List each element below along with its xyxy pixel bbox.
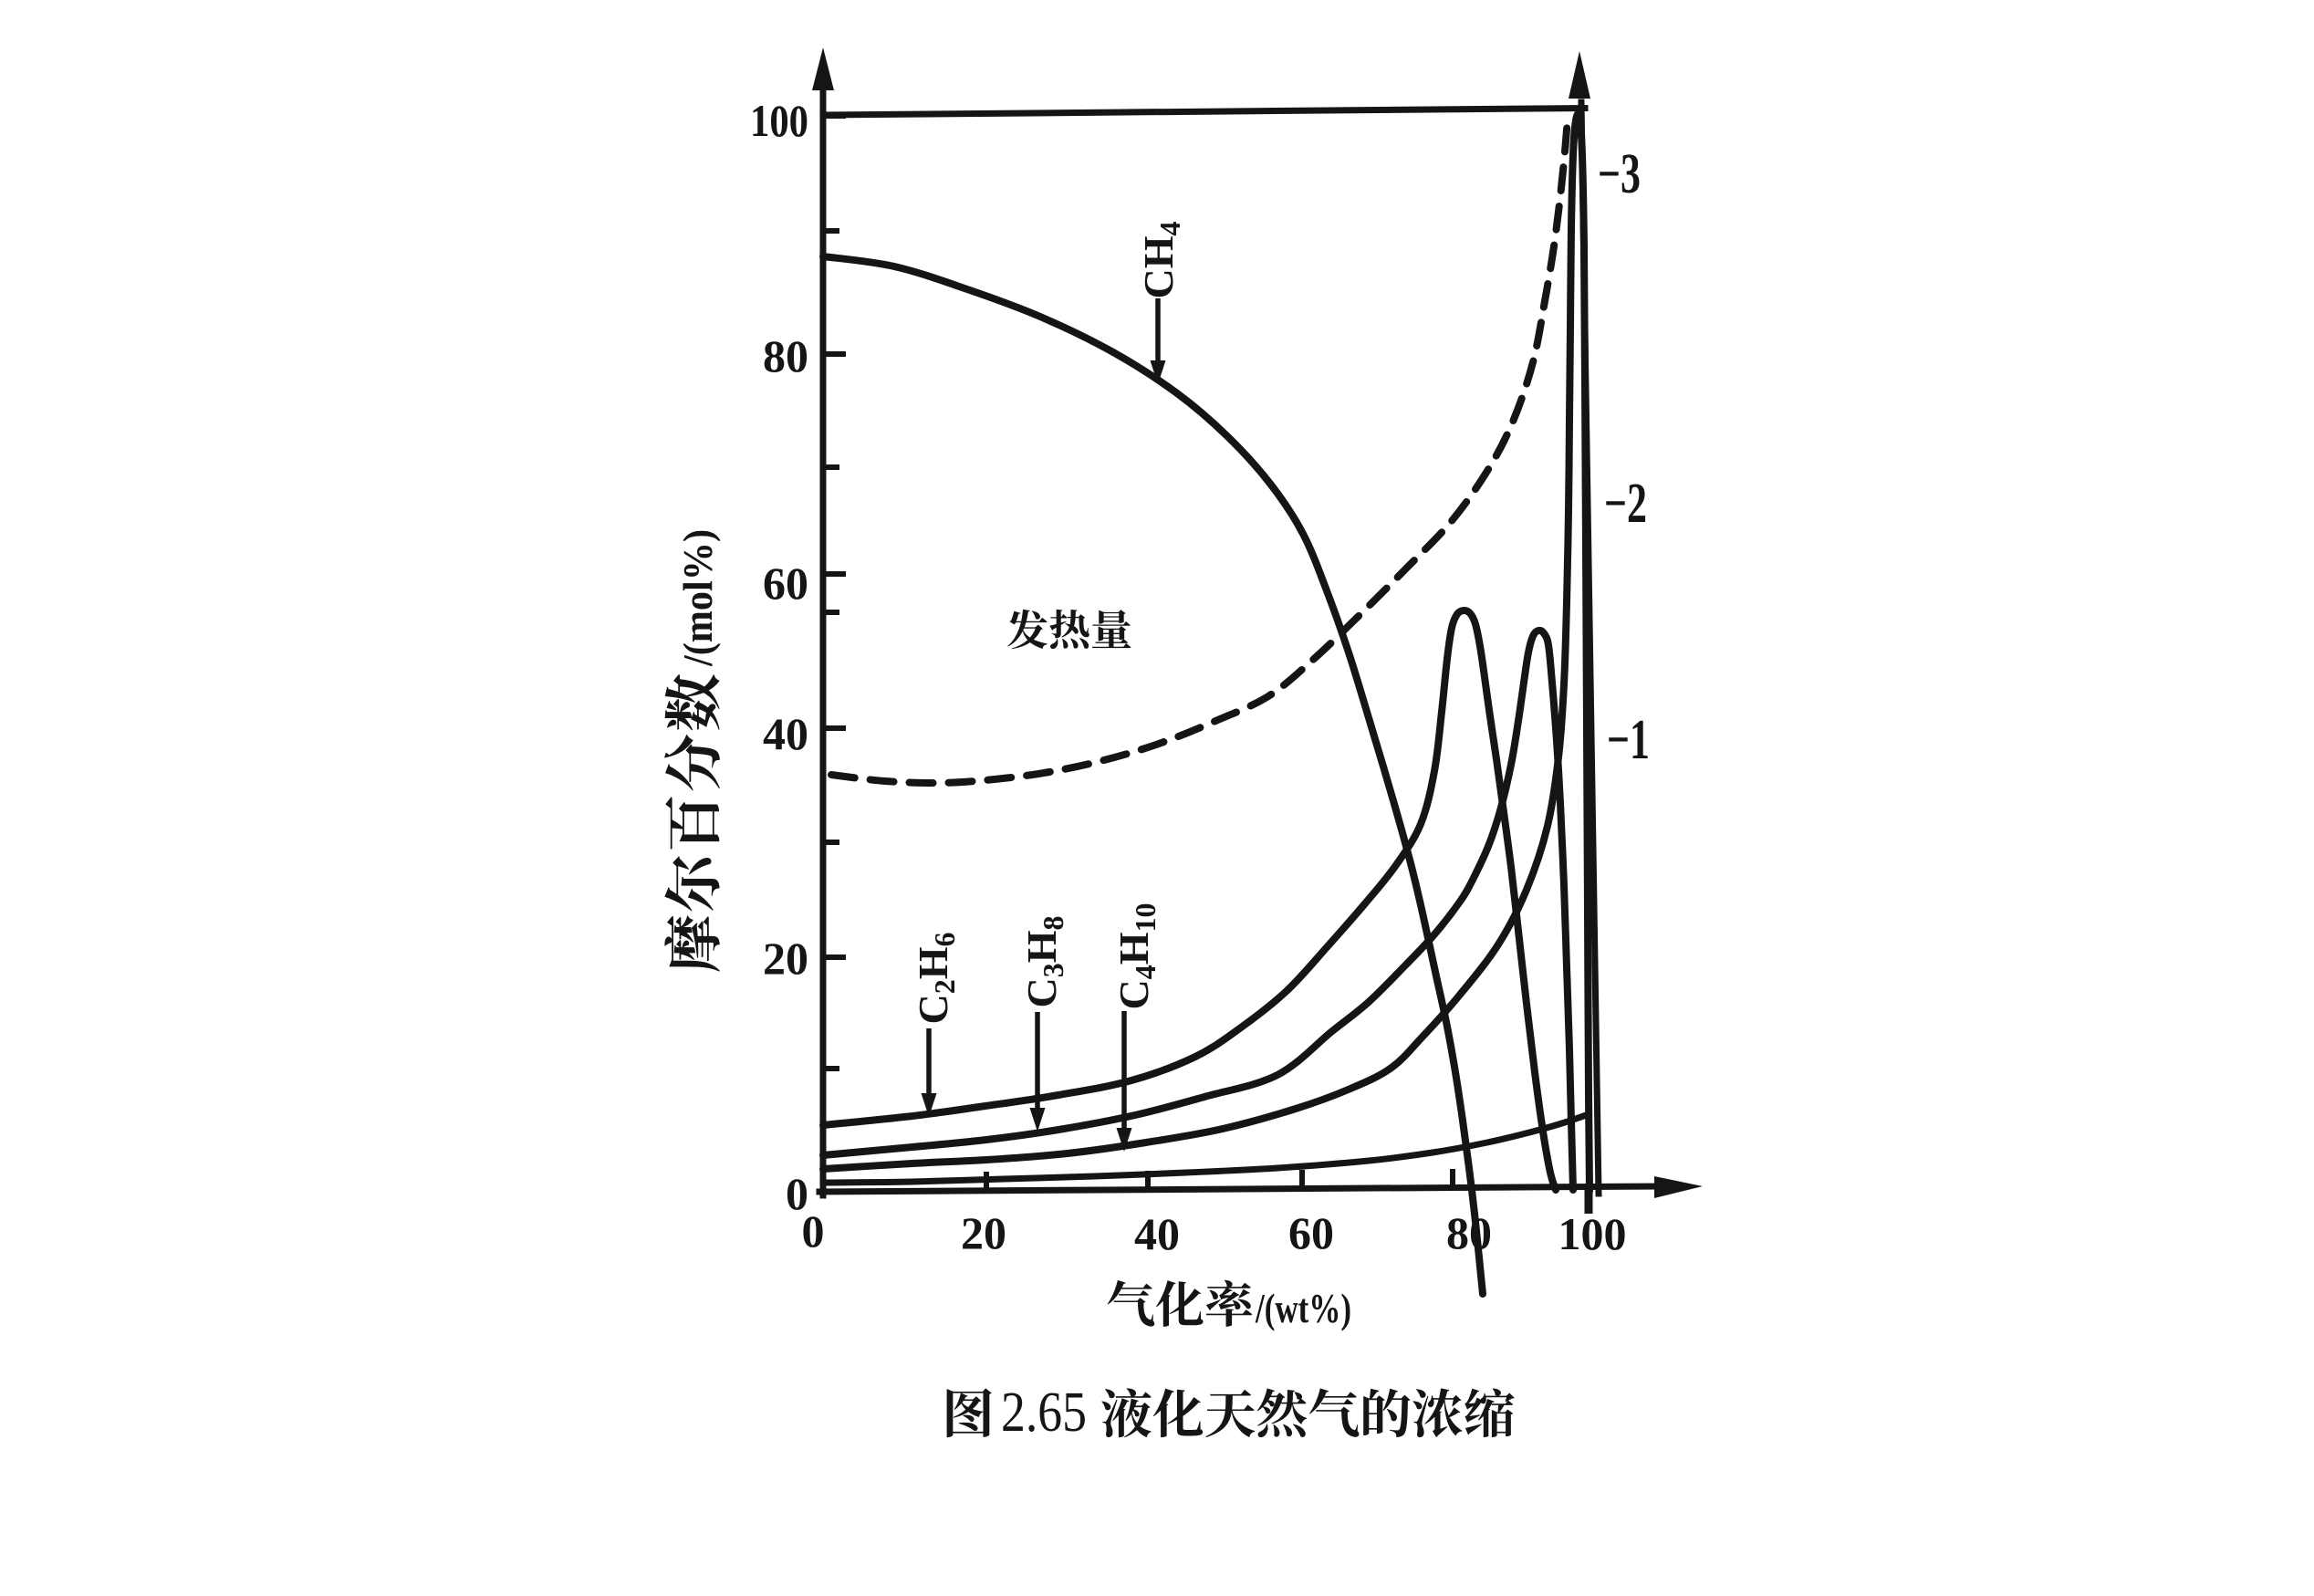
svg-text:100: 100 (1558, 1208, 1627, 1259)
svg-text:0: 0 (802, 1205, 825, 1257)
svg-text:/(mol%): /(mol%) (674, 529, 721, 667)
svg-text:60: 60 (1288, 1207, 1334, 1258)
svg-text:C2H6: C2H6 (910, 932, 961, 1024)
svg-text:60: 60 (763, 558, 808, 609)
svg-text:−2: −2 (1604, 473, 1647, 535)
svg-text:−3: −3 (1598, 143, 1641, 205)
svg-text:100: 100 (750, 95, 808, 146)
svg-text:20: 20 (961, 1207, 1006, 1258)
svg-text:80: 80 (1446, 1207, 1492, 1258)
svg-text:80: 80 (763, 330, 808, 381)
svg-text:40: 40 (763, 708, 808, 759)
svg-text:20: 20 (763, 933, 808, 984)
svg-text:−1: −1 (1607, 709, 1650, 771)
svg-text:/(wt%): /(wt%) (1255, 1285, 1351, 1331)
svg-text:0: 0 (786, 1168, 808, 1219)
svg-text:C3H8: C3H8 (1018, 915, 1069, 1007)
svg-text:40: 40 (1134, 1208, 1180, 1259)
svg-text:2.65: 2.65 (1001, 1382, 1087, 1444)
